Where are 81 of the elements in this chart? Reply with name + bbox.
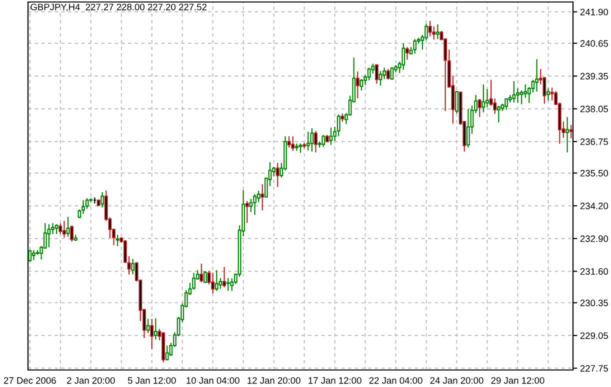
y-tick-label: 239.35 xyxy=(580,72,608,80)
candlestick xyxy=(245,200,249,224)
candlestick xyxy=(222,266,226,288)
x-tick-label: 17 Jan 12:00 xyxy=(308,377,362,384)
candlestick xyxy=(226,278,230,292)
x-tick-label: 12 Jan 20:00 xyxy=(248,377,300,384)
candlestick xyxy=(214,270,218,292)
x-tick-label: 29 Jan 12:00 xyxy=(491,377,544,384)
x-tick-label: 2 Jan 20:00 xyxy=(67,377,115,384)
candlestick xyxy=(360,78,364,91)
y-tick-label: 229.05 xyxy=(580,332,608,339)
candlestick xyxy=(70,224,74,242)
candlestick xyxy=(253,194,256,216)
y-tick-label: 232.90 xyxy=(580,235,608,242)
candlestick xyxy=(116,234,120,247)
x-tick-label: 27 Dec 2006 xyxy=(4,377,56,384)
candlestick xyxy=(390,66,394,80)
y-tick-label: 236.75 xyxy=(580,138,608,146)
candlestick xyxy=(406,46,409,60)
candlestick xyxy=(154,318,158,340)
y-tick-label: 241.90 xyxy=(580,8,608,16)
candlestick xyxy=(436,24,440,40)
candlestick xyxy=(54,224,58,235)
candlestick xyxy=(28,249,32,262)
candlestick xyxy=(367,67,371,81)
candlestick xyxy=(520,90,524,105)
candlestick xyxy=(100,192,104,208)
y-tick-label: 230.35 xyxy=(580,300,608,306)
candlestick xyxy=(356,70,360,99)
candlestick xyxy=(165,345,169,361)
candlestick xyxy=(276,162,280,188)
candlestick xyxy=(66,216,70,238)
candlestick xyxy=(329,127,333,146)
candlestick xyxy=(466,108,470,148)
candlestick xyxy=(402,43,406,70)
chart-title: GBPJPY,H4 227.27 228.00 227.20 227.52 xyxy=(30,4,206,12)
candlestick xyxy=(455,90,458,114)
y-tick-label: 235.50 xyxy=(580,170,608,176)
candlestick xyxy=(386,68,390,80)
candlestick xyxy=(336,114,340,137)
y-tick-label: 238.05 xyxy=(580,106,608,112)
candlestick xyxy=(291,136,295,152)
candlestick xyxy=(211,272,215,294)
candlestick xyxy=(306,131,310,151)
x-tick-label: 22 Jan 04:00 xyxy=(369,377,422,384)
y-tick-label: 240.65 xyxy=(580,40,608,47)
candlestick xyxy=(260,184,264,211)
candlestick xyxy=(512,80,516,104)
x-tick-label: 5 Jan 12:00 xyxy=(128,377,176,384)
candlestick xyxy=(131,258,135,275)
candlestick xyxy=(314,130,318,153)
candlestick xyxy=(375,64,378,84)
candlestick xyxy=(58,222,62,235)
y-tick-label: 234.20 xyxy=(580,202,608,210)
candlestick xyxy=(62,220,66,238)
candlestick xyxy=(566,116,569,153)
candlestick xyxy=(478,98,482,118)
x-tick-label: 24 Jan 20:00 xyxy=(430,377,484,384)
candlestick xyxy=(218,278,222,290)
candlestick xyxy=(204,270,207,284)
y-tick-label: 231.60 xyxy=(580,268,608,275)
candlestick xyxy=(413,38,417,54)
candlestick xyxy=(496,105,500,123)
candlestick xyxy=(535,58,538,92)
candlestick xyxy=(249,198,253,213)
candlestick xyxy=(378,70,382,86)
candlestick xyxy=(32,250,36,261)
candlestick xyxy=(482,84,486,113)
candlestick xyxy=(47,224,51,248)
candlestick xyxy=(546,88,550,102)
candlestick xyxy=(322,134,326,148)
candlestick xyxy=(150,318,154,350)
candlestick xyxy=(287,136,291,148)
candlestick xyxy=(146,318,150,334)
x-tick-label: 10 Jan 04:00 xyxy=(186,377,240,384)
candlestick xyxy=(82,200,85,215)
candlestick xyxy=(428,20,432,37)
candlestick xyxy=(230,278,234,292)
candlestick xyxy=(200,263,204,283)
candlestick xyxy=(310,128,314,152)
y-tick-label: 227.75 xyxy=(580,365,608,372)
